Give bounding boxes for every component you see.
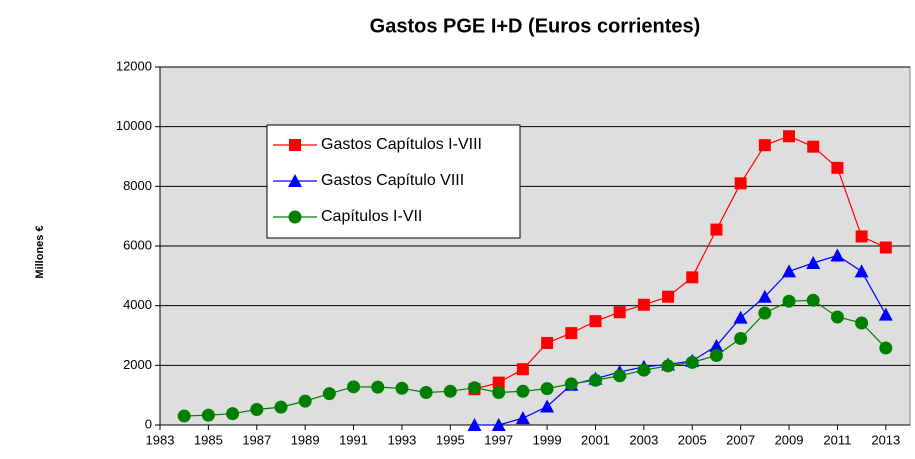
marker [734,177,747,190]
marker [807,140,820,153]
x-tick-label: 2003 [629,432,658,447]
marker [855,316,869,330]
marker [734,331,748,345]
marker [613,306,626,319]
marker [540,382,554,396]
x-tick-label: 2009 [775,432,804,447]
x-tick-label: 1987 [242,432,271,447]
marker [468,381,482,395]
x-tick-label: 1985 [194,432,223,447]
y-tick-label: 2000 [123,357,152,372]
marker [565,327,578,340]
marker [492,376,505,389]
marker [540,399,555,413]
marker [274,400,288,414]
x-tick-label: 1993 [387,432,416,447]
marker [637,363,651,377]
marker [589,315,602,328]
x-tick-label: 2005 [678,432,707,447]
legend: Gastos Capítulos I-VIII Gastos Capítulo V… [266,124,521,239]
y-tick-label: 0 [145,416,152,431]
marker [443,384,457,398]
marker [831,161,844,174]
marker [733,310,748,324]
marker [516,363,529,376]
marker [371,380,385,394]
x-tick-label: 1997 [484,432,513,447]
marker [783,130,796,143]
marker [588,373,602,387]
marker [288,210,302,224]
marker [201,408,215,422]
legend-label: Gastos Capítulo VIII [321,172,464,189]
x-tick-label: 1995 [436,432,465,447]
x-tick-label: 2011 [823,432,851,447]
marker [806,256,821,270]
marker [854,264,869,278]
marker [830,248,845,262]
x-tick-label: 1983 [146,432,175,447]
marker [878,307,893,321]
marker [491,418,506,431]
y-axis-label: Millones € [34,225,46,278]
marker [347,380,361,394]
y-tick-label: 6000 [123,237,152,252]
marker [879,241,892,254]
marker [395,381,409,395]
chart-title: Gastos PGE I+D (Euros corrientes) [370,15,701,37]
marker [288,174,302,187]
marker [806,293,820,307]
y-tick-label: 4000 [123,297,152,312]
marker [177,409,191,423]
marker [564,377,578,391]
y-tick-label: 10000 [116,118,152,133]
marker [541,336,554,349]
x-tick-label: 1989 [291,432,320,447]
marker [322,387,336,401]
marker [709,348,723,362]
marker [686,271,699,284]
marker [855,230,868,243]
marker [662,290,675,303]
x-tick-label: 2001 [581,432,610,447]
y-tick-label: 8000 [123,178,152,193]
marker [758,139,771,152]
x-tick-label: 2007 [726,432,755,447]
marker [685,355,699,369]
marker [709,338,724,352]
marker [879,341,893,355]
marker [298,394,312,408]
marker [492,385,506,399]
marker [637,298,650,311]
legend-label: Capítulos I-VII [321,208,422,225]
marker [710,223,723,236]
x-tick-label: 1999 [533,432,562,447]
marker [757,289,772,303]
marker [515,411,530,425]
marker [467,418,482,431]
marker [516,384,530,398]
y-tick-label: 12000 [116,58,152,73]
marker [250,402,264,416]
marker [782,264,797,278]
x-tick-label: 2013 [871,432,900,447]
marker [782,294,796,308]
marker [289,139,301,151]
marker [419,385,433,399]
marker [226,407,240,421]
marker [613,369,627,383]
x-tick-label: 1991 [339,432,368,447]
marker [661,359,675,373]
marker [830,310,844,324]
legend-label: Gastos Capítulos I-VIII [321,136,482,153]
marker [758,306,772,320]
